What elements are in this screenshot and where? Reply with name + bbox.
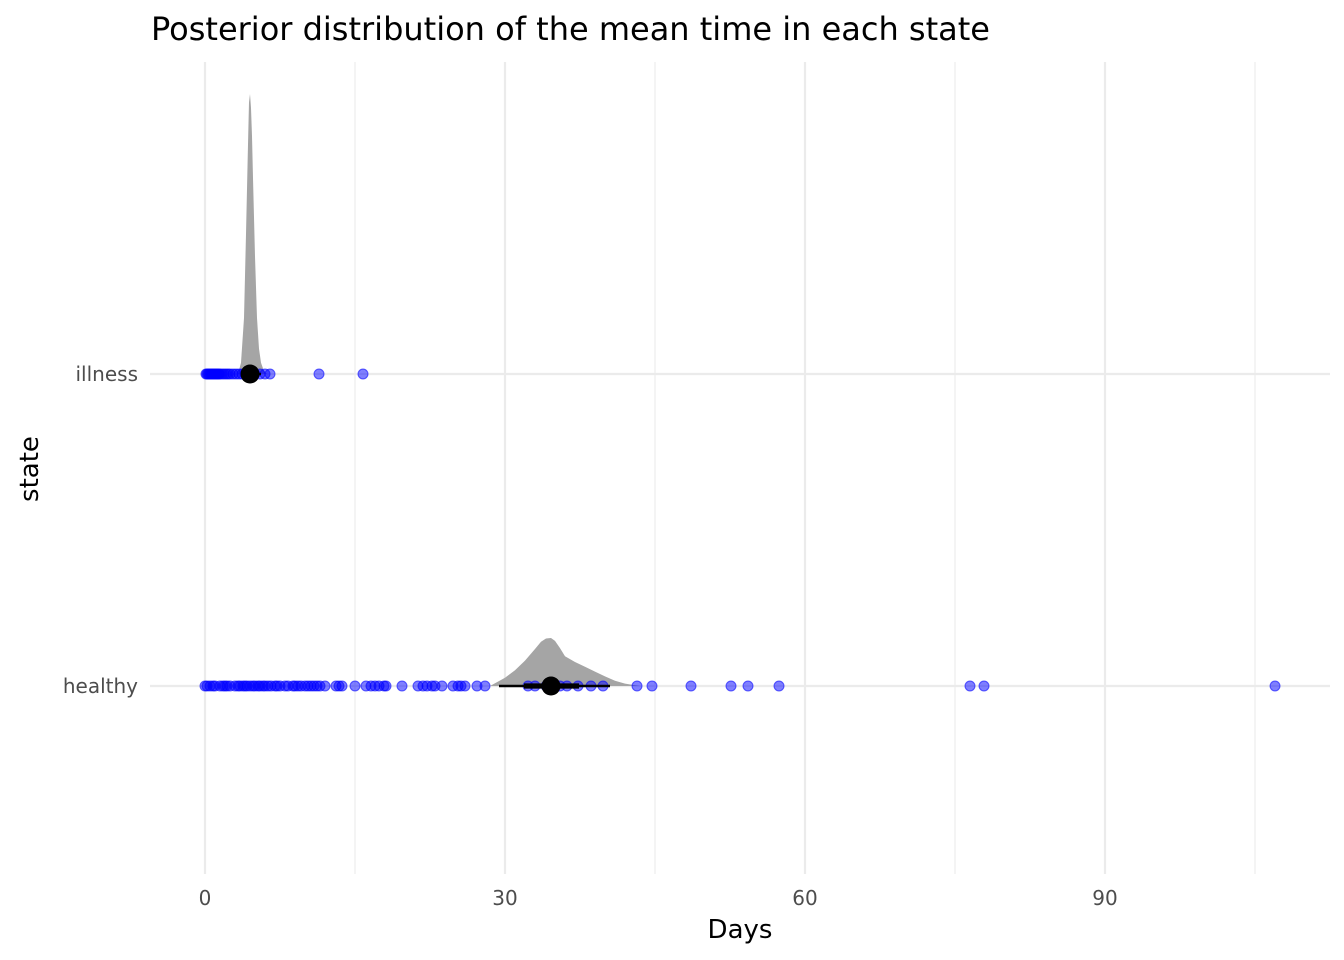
observation-point-healthy bbox=[725, 680, 737, 692]
observation-point-healthy bbox=[1269, 680, 1281, 692]
observation-point-healthy bbox=[380, 680, 392, 692]
x-tick-label: 30 bbox=[492, 886, 517, 910]
y-tick-label: illness bbox=[76, 362, 139, 386]
observation-point-healthy bbox=[646, 680, 658, 692]
observation-point-healthy bbox=[319, 680, 331, 692]
observation-point-illness bbox=[357, 368, 369, 380]
observation-point-healthy bbox=[396, 680, 408, 692]
observation-point-healthy bbox=[773, 680, 785, 692]
observation-point-healthy bbox=[459, 680, 471, 692]
observation-point-healthy bbox=[631, 680, 643, 692]
x-tick-label: 0 bbox=[199, 886, 212, 910]
observation-point-healthy bbox=[479, 680, 491, 692]
observation-point-healthy bbox=[978, 680, 990, 692]
observation-point-illness bbox=[313, 368, 325, 380]
observation-point-healthy bbox=[685, 680, 697, 692]
y-axis-title: state bbox=[15, 436, 45, 502]
density-illness bbox=[238, 94, 267, 374]
point-estimate-illness bbox=[240, 364, 260, 384]
x-tick-label: 90 bbox=[1092, 886, 1117, 910]
x-tick-label: 60 bbox=[792, 886, 817, 910]
tick-labels: 0 30 60 90 illness healthy bbox=[63, 362, 1118, 910]
y-tick-label: healthy bbox=[63, 674, 138, 698]
density-healthy bbox=[490, 638, 640, 686]
posterior-intervals bbox=[240, 364, 610, 696]
grid-lines bbox=[150, 62, 1330, 874]
observation-points bbox=[199, 368, 1281, 692]
observation-point-healthy bbox=[742, 680, 754, 692]
posterior-densities bbox=[238, 94, 640, 686]
chart-title: Posterior distribution of the mean time … bbox=[151, 10, 990, 48]
observation-point-healthy bbox=[964, 680, 976, 692]
observation-point-healthy bbox=[336, 680, 348, 692]
x-axis-title: Days bbox=[708, 915, 773, 945]
observation-point-healthy bbox=[436, 680, 448, 692]
observation-point-illness bbox=[264, 368, 276, 380]
observation-point-healthy bbox=[349, 680, 361, 692]
point-estimate-healthy bbox=[541, 676, 561, 696]
